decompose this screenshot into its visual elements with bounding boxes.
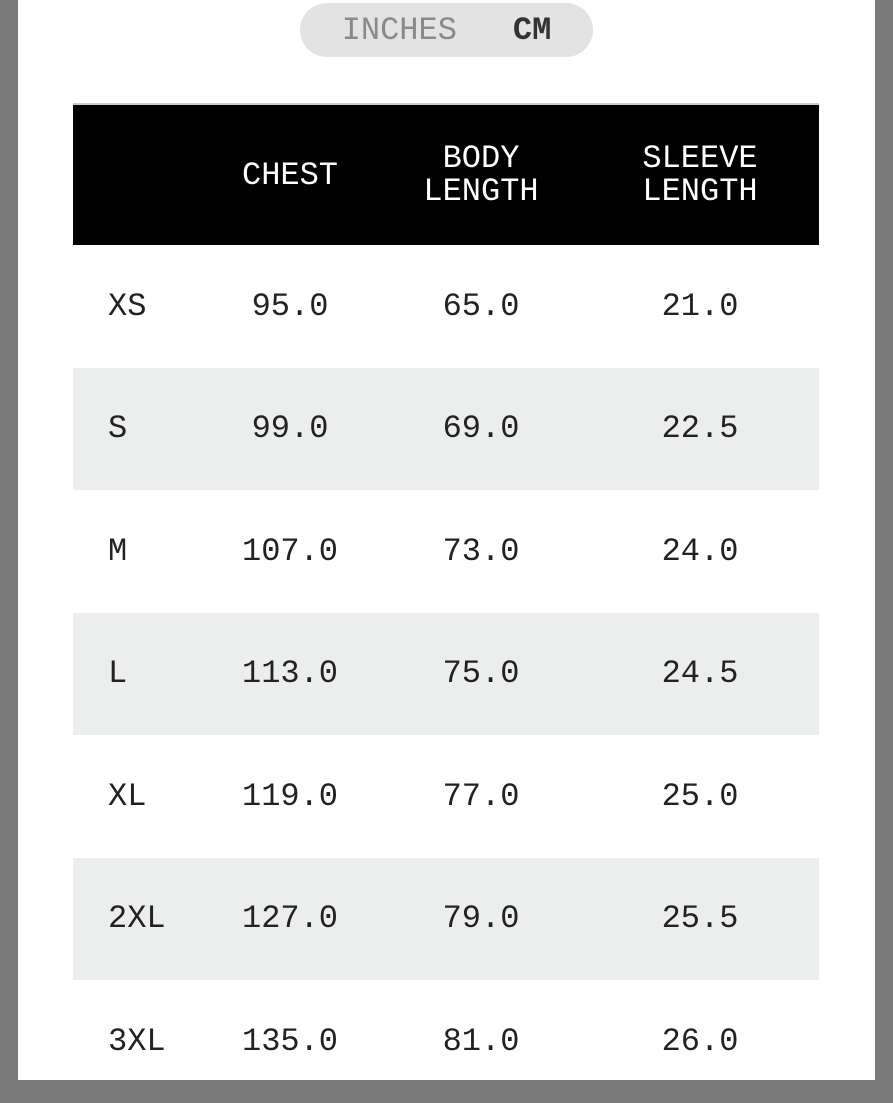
unit-option-cm[interactable]: CM	[512, 11, 552, 49]
table-row: 2XL 127.0 79.0 25.5	[73, 857, 819, 980]
sleeve-length-cell: 25.5	[661, 900, 739, 938]
chest-cell: 135.0	[241, 1022, 338, 1060]
body-length-cell: 73.0	[442, 532, 520, 570]
body-length-cell: 75.0	[442, 655, 520, 693]
sleeve-length-cell: 22.5	[661, 410, 739, 448]
size-cell: L	[108, 655, 128, 693]
chest-cell: 99.0	[251, 410, 329, 448]
chest-cell: 127.0	[241, 900, 338, 938]
body-length-cell: 79.0	[442, 900, 520, 938]
header-body-length: BODY LENGTH	[423, 140, 539, 210]
table-header: CHEST BODY LENGTH SLEEVE LENGTH	[73, 103, 819, 245]
chest-cell: 119.0	[241, 777, 338, 815]
unit-option-inches[interactable]: INCHES	[341, 11, 457, 49]
size-cell: M	[108, 532, 128, 570]
header-chest: CHEST	[241, 156, 338, 194]
sleeve-length-cell: 24.5	[661, 655, 739, 693]
sleeve-length-cell: 26.0	[661, 1022, 739, 1060]
sleeve-length-cell: 24.0	[661, 532, 739, 570]
table-row: L 113.0 75.0 24.5	[73, 612, 819, 735]
table-row: XL 119.0 77.0 25.0	[73, 735, 819, 858]
size-cell: XL	[108, 777, 147, 815]
chest-cell: 95.0	[251, 287, 329, 325]
unit-toggle[interactable]: INCHES CM	[300, 3, 593, 57]
table-row: XS 95.0 65.0 21.0	[73, 245, 819, 368]
size-cell: S	[108, 410, 128, 448]
table-body: XS 95.0 65.0 21.0 S 99.0 69.0 22.5 M 107.0 73.0 24.…	[73, 245, 819, 1103]
chest-cell: 113.0	[241, 655, 338, 693]
table-row: 3XL 135.0 81.0 26.0	[73, 980, 819, 1103]
size-cell: XS	[108, 287, 147, 325]
table-row: M 107.0 73.0 24.0	[73, 490, 819, 613]
size-cell: 2XL	[108, 900, 166, 938]
chest-cell: 107.0	[241, 532, 338, 570]
body-length-cell: 77.0	[442, 777, 520, 815]
sleeve-length-cell: 25.0	[661, 777, 739, 815]
body-length-cell: 69.0	[442, 410, 520, 448]
table-row: S 99.0 69.0 22.5	[73, 367, 819, 490]
sleeve-length-cell: 21.0	[661, 287, 739, 325]
size-cell: 3XL	[108, 1022, 166, 1060]
size-table: CHEST BODY LENGTH SLEEVE LENGTH XS 95.0 65…	[73, 103, 819, 1103]
body-length-cell: 65.0	[442, 287, 520, 325]
body-length-cell: 81.0	[442, 1022, 520, 1060]
header-sleeve-length: SLEEVE LENGTH	[642, 140, 758, 210]
